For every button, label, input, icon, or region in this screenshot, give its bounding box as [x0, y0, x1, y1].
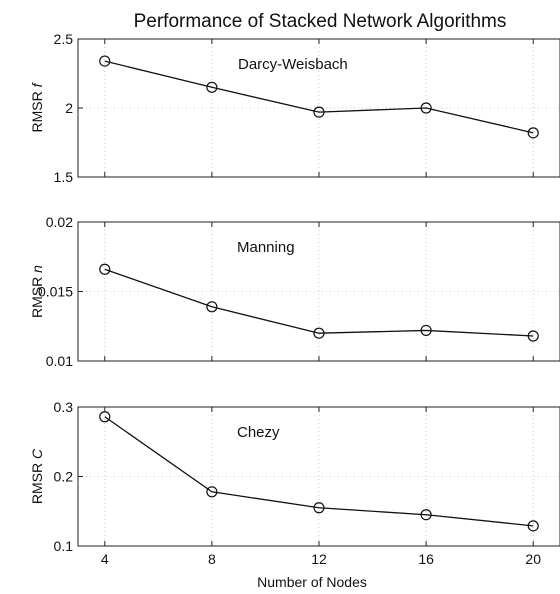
panel-2: 0.01 0.015 0.02 RMSR n Manning — [29, 214, 560, 369]
series-line-1 — [104, 60, 534, 134]
data-point-3-2 — [206, 486, 218, 498]
panel-annotation-3: Chezy — [237, 424, 280, 441]
y-tick-label: 0.2 — [54, 469, 74, 485]
data-point-3-4 — [420, 509, 432, 521]
y-tick-label: 0.02 — [46, 214, 73, 230]
panel-3: 4 8 12 16 20 0.1 0.2 0.3 RMSR C Chezy — [29, 399, 560, 567]
x-axis-label: Number of Nodes — [257, 574, 367, 590]
data-point-1-4 — [420, 102, 432, 114]
data-point-1-1 — [99, 55, 111, 67]
y-tick-label: 0.01 — [46, 353, 73, 369]
data-point-2-2 — [206, 301, 218, 313]
data-point-2-5 — [527, 330, 539, 342]
data-point-2-1 — [99, 263, 111, 275]
y-axis-label-3: RMSR C — [29, 448, 45, 504]
data-point-2-3 — [313, 327, 325, 339]
series-line-2 — [104, 268, 534, 337]
x-tick-label: 4 — [101, 551, 109, 567]
panel-annotation-2: Manning — [237, 239, 295, 256]
y-tick-label: 0.1 — [54, 538, 74, 554]
x-tick-label: 16 — [418, 551, 434, 567]
data-point-1-5 — [527, 127, 539, 139]
y-tick-label: 0.015 — [38, 284, 73, 300]
y-tick-label: 0.3 — [54, 399, 74, 415]
y-axis-label-1: RMSR f — [29, 81, 45, 132]
y-tick-label: 1.5 — [54, 169, 74, 185]
series-line-3 — [104, 416, 534, 527]
y-tick-label: 2 — [65, 100, 73, 116]
data-point-3-5 — [527, 520, 539, 532]
data-point-3-1 — [99, 411, 111, 423]
chart-title: Performance of Stacked Network Algorithm… — [134, 11, 507, 32]
data-point-3-3 — [313, 502, 325, 514]
panel-annotation-1: Darcy-Weisbach — [238, 56, 348, 73]
panel-1: 1.5 2 2.5 RMSR f Darcy-Weisbach — [29, 31, 560, 185]
x-tick-label: 12 — [311, 551, 327, 567]
data-point-1-3 — [313, 106, 325, 118]
y-tick-label: 2.5 — [54, 31, 74, 47]
data-point-2-4 — [420, 324, 432, 337]
data-point-1-2 — [206, 81, 218, 93]
x-tick-label: 20 — [525, 551, 541, 567]
x-tick-label: 8 — [208, 551, 216, 567]
y-axis-label-2: RMSR n — [29, 265, 45, 318]
